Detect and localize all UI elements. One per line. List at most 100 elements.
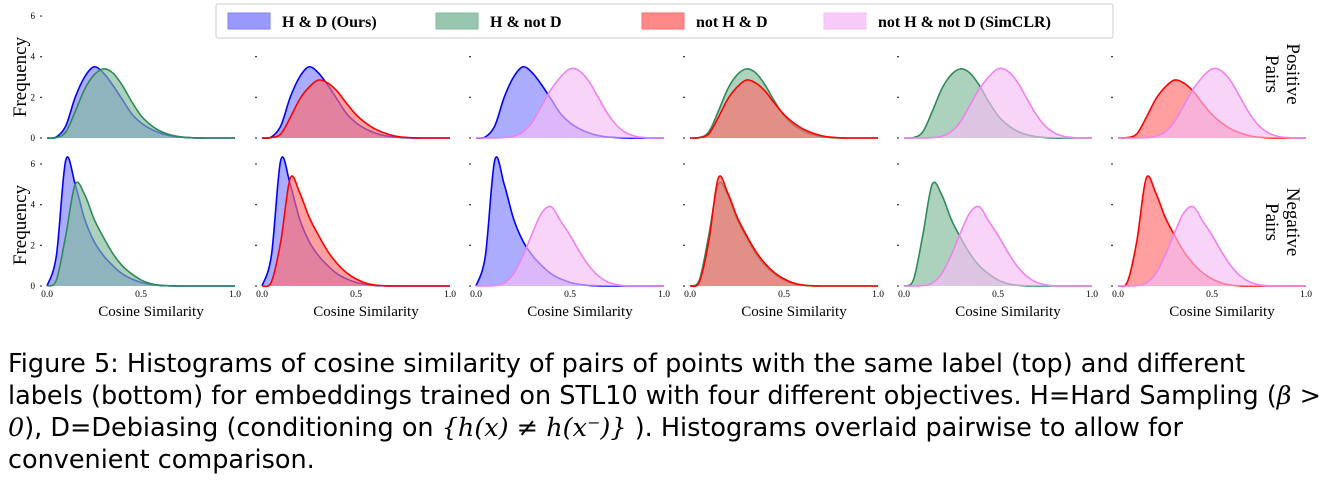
y-tick-dot-positive-5-4 bbox=[1111, 55, 1113, 58]
y-tick-label-positive-2: 2 bbox=[31, 92, 36, 102]
row-label-positive-0: Positive bbox=[1282, 43, 1303, 104]
y-tick-dot-positive-1-2 bbox=[255, 96, 257, 99]
x-axis-label-0: Cosine Similarity bbox=[98, 304, 204, 320]
density-line-positive-5-nHnD bbox=[1118, 67, 1307, 139]
density-line-positive-0-HnD bbox=[46, 68, 235, 139]
density-line-negative-0-HnD bbox=[46, 181, 235, 287]
legend-label-nHD: not H & D bbox=[696, 14, 768, 31]
caption-beta: β > 0 bbox=[8, 381, 1321, 443]
y-tick-dot-positive-2-0 bbox=[469, 137, 471, 139]
y-tick-dot-negative-2-6 bbox=[469, 163, 471, 165]
legend-label-HD: H & D (Ours) bbox=[282, 14, 377, 31]
y-tick-dot-positive-0-2 bbox=[40, 96, 42, 99]
caption-condition: {h(x) ≠ h(x⁻)} bbox=[441, 413, 627, 443]
x-axis-label-2: Cosine Similarity bbox=[527, 304, 633, 320]
x-tick-label-0-0.0: 0.0 bbox=[41, 290, 53, 300]
x-tick-label-1-0.5: 0.5 bbox=[350, 290, 362, 300]
density-line-negative-3-nHD bbox=[689, 175, 878, 288]
y-tick-dot-negative-2-2 bbox=[469, 244, 471, 247]
y-tick-dot-negative-0-2 bbox=[40, 244, 42, 247]
x-tick-label-1-0.0: 0.0 bbox=[256, 290, 268, 300]
y-tick-dot-negative-0-4 bbox=[40, 203, 42, 206]
legend-swatch-HnD bbox=[435, 12, 479, 30]
y-tick-dot-negative-3-4 bbox=[683, 203, 685, 206]
legend-swatch-nHnD bbox=[823, 12, 867, 30]
density-area-positive-2-HD bbox=[476, 66, 664, 139]
x-tick-label-2-0.5: 0.5 bbox=[564, 290, 576, 300]
y-tick-label-positive-0: 0 bbox=[31, 133, 36, 143]
y-tick-dot-negative-2-0 bbox=[469, 285, 471, 287]
y-tick-dot-positive-1-4 bbox=[255, 55, 257, 58]
y-tick-dot-negative-1-4 bbox=[255, 203, 257, 206]
y-tick-dot-negative-0-6 bbox=[40, 163, 42, 165]
density-area-positive-4-nHnD bbox=[904, 68, 1092, 139]
density-line-positive-3-nHD bbox=[689, 79, 878, 139]
y-axis-label-negative: Frequency bbox=[10, 184, 31, 265]
row-label-negative-1: Pairs bbox=[1261, 203, 1282, 241]
legend-label-nHnD: not H & not D (SimCLR) bbox=[878, 14, 1051, 31]
x-tick-label-5-1.0: 1.0 bbox=[1300, 290, 1312, 300]
y-tick-dot-positive-0-4 bbox=[40, 55, 42, 58]
x-tick-label-5-0.0: 0.0 bbox=[1112, 290, 1124, 300]
x-tick-label-2-0.0: 0.0 bbox=[470, 290, 482, 300]
density-line-positive-2-nHnD bbox=[476, 67, 665, 139]
y-tick-dot-negative-4-6 bbox=[897, 163, 899, 165]
row-label-positive-1: Pairs bbox=[1261, 55, 1282, 93]
density-area-negative-2-nHnD bbox=[476, 206, 664, 287]
density-line-negative-2-nHnD bbox=[475, 205, 664, 287]
density-line-negative-5-nHnD bbox=[1117, 205, 1306, 287]
x-tick-label-4-0.0: 0.0 bbox=[898, 290, 910, 300]
y-tick-dot-negative-1-0 bbox=[255, 285, 257, 287]
histogram-figure: 0 2 4 6 Frequency Positive Pairs 0 2 4 6 0.0 0.5 1.0 C… bbox=[10, 3, 1312, 320]
y-tick-label-negative-4: 4 bbox=[31, 200, 36, 210]
y-tick-dot-negative-5-2 bbox=[1111, 244, 1113, 247]
y-tick-dot-negative-3-2 bbox=[683, 244, 685, 247]
caption-text-after: ). Histograms overlaid pairwise to allow… bbox=[8, 413, 1184, 475]
x-tick-label-4-0.5: 0.5 bbox=[992, 290, 1004, 300]
y-tick-dot-positive-3-0 bbox=[683, 137, 685, 139]
density-area-positive-4-HnD bbox=[904, 68, 1092, 139]
y-tick-label-positive-4: 4 bbox=[31, 52, 36, 62]
caption-label: Figure 5: bbox=[8, 349, 119, 379]
x-axis-label-3: Cosine Similarity bbox=[741, 304, 847, 320]
y-tick-dot-negative-5-6 bbox=[1111, 163, 1113, 165]
x-tick-label-0-1.0: 1.0 bbox=[229, 290, 241, 300]
density-area-negative-1-nHD bbox=[262, 175, 450, 287]
y-tick-dot-negative-1-2 bbox=[255, 244, 257, 247]
y-tick-dot-negative-3-6 bbox=[683, 163, 685, 165]
density-line-positive-4-nHnD bbox=[904, 67, 1093, 139]
x-tick-label-4-1.0: 1.0 bbox=[1086, 290, 1098, 300]
y-tick-dot-positive-0-0 bbox=[40, 137, 42, 139]
y-tick-dot-positive-3-2 bbox=[683, 96, 685, 99]
legend-swatch-nHD bbox=[641, 12, 685, 30]
density-area-positive-5-nHD bbox=[1118, 79, 1306, 139]
density-area-positive-2-nHnD bbox=[476, 68, 664, 139]
x-axis-label-4: Cosine Similarity bbox=[955, 304, 1061, 320]
x-tick-label-5-0.5: 0.5 bbox=[1206, 290, 1218, 300]
density-line-negative-4-nHnD bbox=[903, 205, 1092, 287]
x-tick-label-3-1.0: 1.0 bbox=[872, 290, 884, 300]
y-tick-dot-negative-2-4 bbox=[469, 203, 471, 206]
y-tick-dot-positive-4-2 bbox=[897, 96, 899, 99]
density-line-positive-1-nHD bbox=[261, 79, 450, 139]
row-label-negative-0: Negative bbox=[1282, 188, 1303, 257]
y-tick-dot-negative-4-0 bbox=[897, 285, 899, 287]
y-tick-label-positive-6: 6 bbox=[31, 11, 36, 21]
density-area-positive-5-nHnD bbox=[1118, 68, 1306, 139]
y-tick-dot-negative-3-0 bbox=[683, 285, 685, 287]
density-area-positive-3-nHD bbox=[690, 79, 878, 139]
y-tick-dot-positive-4-0 bbox=[897, 137, 899, 139]
y-tick-label-negative-2: 2 bbox=[31, 240, 36, 250]
x-tick-label-1-1.0: 1.0 bbox=[444, 290, 456, 300]
y-tick-label-negative-6: 6 bbox=[31, 159, 36, 169]
y-tick-dot-negative-1-6 bbox=[255, 163, 257, 165]
y-tick-dot-positive-5-2 bbox=[1111, 96, 1113, 99]
y-tick-dot-negative-5-0 bbox=[1111, 285, 1113, 287]
x-tick-label-3-0.0: 0.0 bbox=[684, 290, 696, 300]
caption-text-mid: ), D=Debiasing (conditioning on bbox=[24, 413, 442, 443]
density-area-positive-1-nHD bbox=[262, 79, 450, 139]
density-area-negative-0-HnD bbox=[47, 182, 235, 287]
y-tick-dot-positive-2-2 bbox=[469, 96, 471, 99]
y-tick-dot-positive-4-4 bbox=[897, 55, 899, 58]
